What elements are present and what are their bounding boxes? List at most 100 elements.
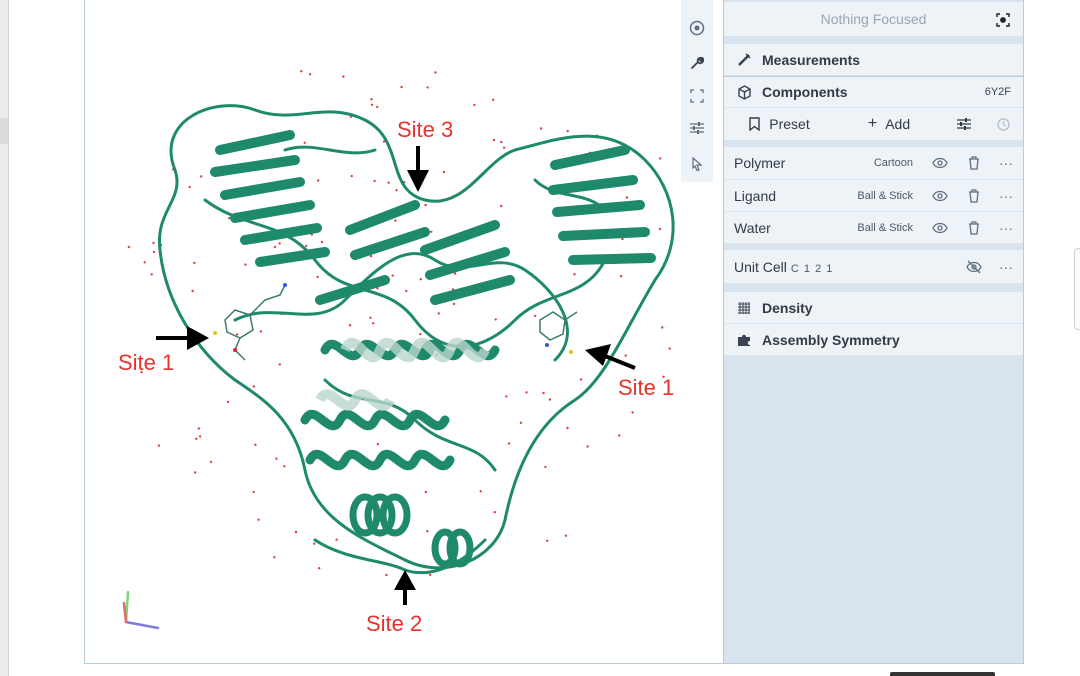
focus-bar: Nothing Focused bbox=[724, 2, 1023, 36]
label-site1-left: Site 1 bbox=[118, 350, 174, 375]
trash-icon[interactable] bbox=[959, 148, 989, 178]
water-molecule bbox=[235, 333, 239, 336]
molecule-viewport[interactable]: Site 3 Site 1 Site 1 Site 2 bbox=[85, 0, 723, 663]
eye-icon[interactable] bbox=[925, 213, 955, 243]
sliders-icon[interactable] bbox=[681, 113, 713, 143]
water-molecule bbox=[273, 245, 277, 249]
label-site1-right: Site 1 bbox=[618, 375, 674, 400]
eye-icon[interactable] bbox=[925, 181, 955, 211]
water-molecule bbox=[625, 196, 629, 199]
water-molecule bbox=[257, 518, 260, 521]
water-molecule bbox=[500, 204, 503, 208]
water-molecule bbox=[621, 237, 624, 241]
water-molecule bbox=[370, 98, 373, 101]
component-representation[interactable]: Cartoon bbox=[873, 157, 913, 169]
water-molecule bbox=[500, 140, 503, 144]
components-section[interactable]: Components 6Y2F bbox=[724, 76, 1023, 107]
water-molecule bbox=[502, 146, 506, 149]
component-row-ligand[interactable]: Ligand Ball & Stick ··· bbox=[724, 180, 1023, 211]
water-molecule bbox=[442, 170, 446, 174]
trash-icon[interactable] bbox=[959, 213, 989, 243]
options-button[interactable] bbox=[944, 108, 984, 140]
camera-icon[interactable] bbox=[681, 13, 713, 43]
unit-cell-name: Unit Cell C 1 2 1 bbox=[734, 259, 833, 275]
water-molecule bbox=[376, 287, 379, 290]
label-site3: Site 3 bbox=[397, 117, 453, 142]
components-actions: Preset + Add bbox=[724, 108, 1023, 140]
water-molecule bbox=[661, 326, 664, 329]
water-molecule bbox=[193, 261, 196, 265]
water-molecule bbox=[566, 426, 569, 430]
water-molecule bbox=[376, 443, 379, 446]
assembly-symmetry-section[interactable]: Assembly Symmetry bbox=[724, 324, 1023, 355]
eye-off-icon[interactable] bbox=[959, 252, 989, 282]
water-molecule bbox=[370, 103, 374, 107]
water-molecule bbox=[492, 138, 496, 142]
space-group: C 1 2 1 bbox=[790, 262, 834, 275]
component-representation[interactable]: Ball & Stick bbox=[857, 189, 913, 202]
water-molecule bbox=[275, 457, 278, 460]
water-molecule bbox=[188, 185, 191, 189]
history-button[interactable] bbox=[984, 108, 1023, 140]
arrow-site1-right bbox=[604, 354, 636, 370]
cursor-icon[interactable] bbox=[681, 149, 713, 179]
water-molecule bbox=[391, 274, 394, 277]
water-molecule bbox=[198, 435, 202, 438]
grid-icon bbox=[736, 301, 752, 315]
unit-cell-row[interactable]: Unit Cell C 1 2 1 ··· bbox=[724, 250, 1023, 283]
water-molecule bbox=[492, 98, 495, 102]
water-molecule bbox=[294, 530, 298, 534]
water-molecule bbox=[152, 241, 155, 245]
water-molecule bbox=[525, 391, 528, 394]
water-molecule bbox=[157, 444, 161, 447]
more-icon[interactable]: ··· bbox=[999, 187, 1013, 204]
water-molecule bbox=[668, 347, 671, 350]
water-molecule bbox=[493, 511, 496, 514]
component-row-polymer[interactable]: Polymer Cartoon ··· bbox=[724, 147, 1023, 179]
density-label: Density bbox=[762, 299, 813, 316]
water-molecule bbox=[252, 385, 255, 388]
wrench-icon[interactable] bbox=[681, 48, 713, 78]
water-molecule bbox=[419, 332, 422, 336]
water-molecule bbox=[505, 395, 508, 398]
water-molecule bbox=[244, 263, 247, 266]
annotation-arrows bbox=[156, 146, 636, 605]
water-molecule bbox=[400, 85, 403, 89]
expand-icon[interactable] bbox=[681, 81, 713, 111]
water-molecule bbox=[283, 465, 286, 468]
side-handle[interactable] bbox=[1074, 248, 1080, 330]
component-row-water[interactable]: Water Ball & Stick ··· bbox=[724, 212, 1023, 243]
water-molecule bbox=[566, 129, 569, 133]
water-molecule bbox=[150, 273, 153, 276]
more-icon[interactable]: ··· bbox=[999, 219, 1013, 236]
water-molecule bbox=[548, 398, 552, 401]
component-representation[interactable]: Ball & Stick bbox=[857, 221, 913, 234]
control-panel: Nothing Focused Measurements Components … bbox=[723, 0, 1023, 663]
water-molecule bbox=[197, 427, 200, 430]
water-molecule bbox=[394, 219, 397, 222]
water-molecule bbox=[424, 490, 427, 494]
water-molecule bbox=[624, 354, 627, 357]
water-molecule bbox=[564, 534, 568, 537]
preset-label: Preset bbox=[769, 116, 810, 132]
focus-target-icon[interactable] bbox=[991, 8, 1015, 32]
translucent-helices bbox=[315, 337, 490, 411]
measure-icon bbox=[736, 52, 752, 67]
water-molecule bbox=[519, 421, 523, 424]
eye-icon[interactable] bbox=[925, 148, 955, 178]
water-molecule bbox=[278, 242, 281, 245]
add-button[interactable]: + Add bbox=[834, 108, 944, 140]
water-molecule bbox=[152, 250, 156, 254]
density-section[interactable]: Density bbox=[724, 292, 1023, 323]
more-icon[interactable]: ··· bbox=[999, 155, 1013, 171]
measurements-section[interactable]: Measurements bbox=[724, 44, 1023, 75]
trash-icon[interactable] bbox=[959, 181, 989, 211]
more-icon[interactable]: ··· bbox=[999, 258, 1013, 275]
bookmark-icon bbox=[749, 117, 760, 131]
preset-button[interactable]: Preset bbox=[724, 108, 834, 140]
water-molecule bbox=[618, 434, 621, 437]
water-molecule bbox=[639, 380, 642, 384]
water-molecule bbox=[426, 86, 429, 89]
structure-canvas[interactable]: Site 3 Site 1 Site 1 Site 2 bbox=[85, 0, 723, 663]
water-molecule bbox=[254, 443, 257, 446]
